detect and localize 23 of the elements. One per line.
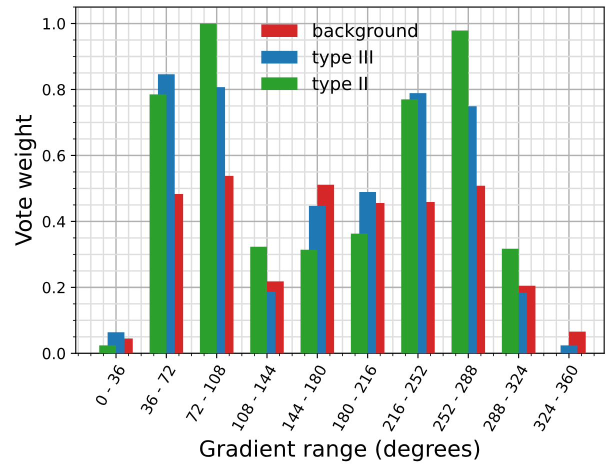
y-tick-label: 0.4 <box>42 216 66 228</box>
x-tick-label: 36 - 72 <box>140 364 176 415</box>
legend-label: type III <box>312 50 372 68</box>
bar <box>250 246 267 354</box>
y-tick-label: 0.6 <box>42 150 66 162</box>
bar <box>560 345 578 354</box>
bar <box>452 30 468 354</box>
y-tick-label: 1.0 <box>43 18 66 30</box>
y-axis-title: Vote weight <box>14 114 36 246</box>
y-tick-label: 0.0 <box>42 348 66 360</box>
bar <box>502 248 519 354</box>
y-tick-label: 0.8 <box>42 84 65 96</box>
bar <box>150 94 166 354</box>
bar <box>401 99 418 354</box>
x-axis-title: Gradient range (degrees) <box>200 440 480 462</box>
y-tick-label: 0.2 <box>42 282 64 294</box>
bar <box>350 234 368 354</box>
legend-label: type II <box>312 76 367 94</box>
bar <box>99 345 116 354</box>
bar <box>200 24 217 354</box>
bar <box>300 250 318 354</box>
x-tick-label: 0 - 36 <box>94 364 126 407</box>
legend-label: background <box>313 23 417 41</box>
